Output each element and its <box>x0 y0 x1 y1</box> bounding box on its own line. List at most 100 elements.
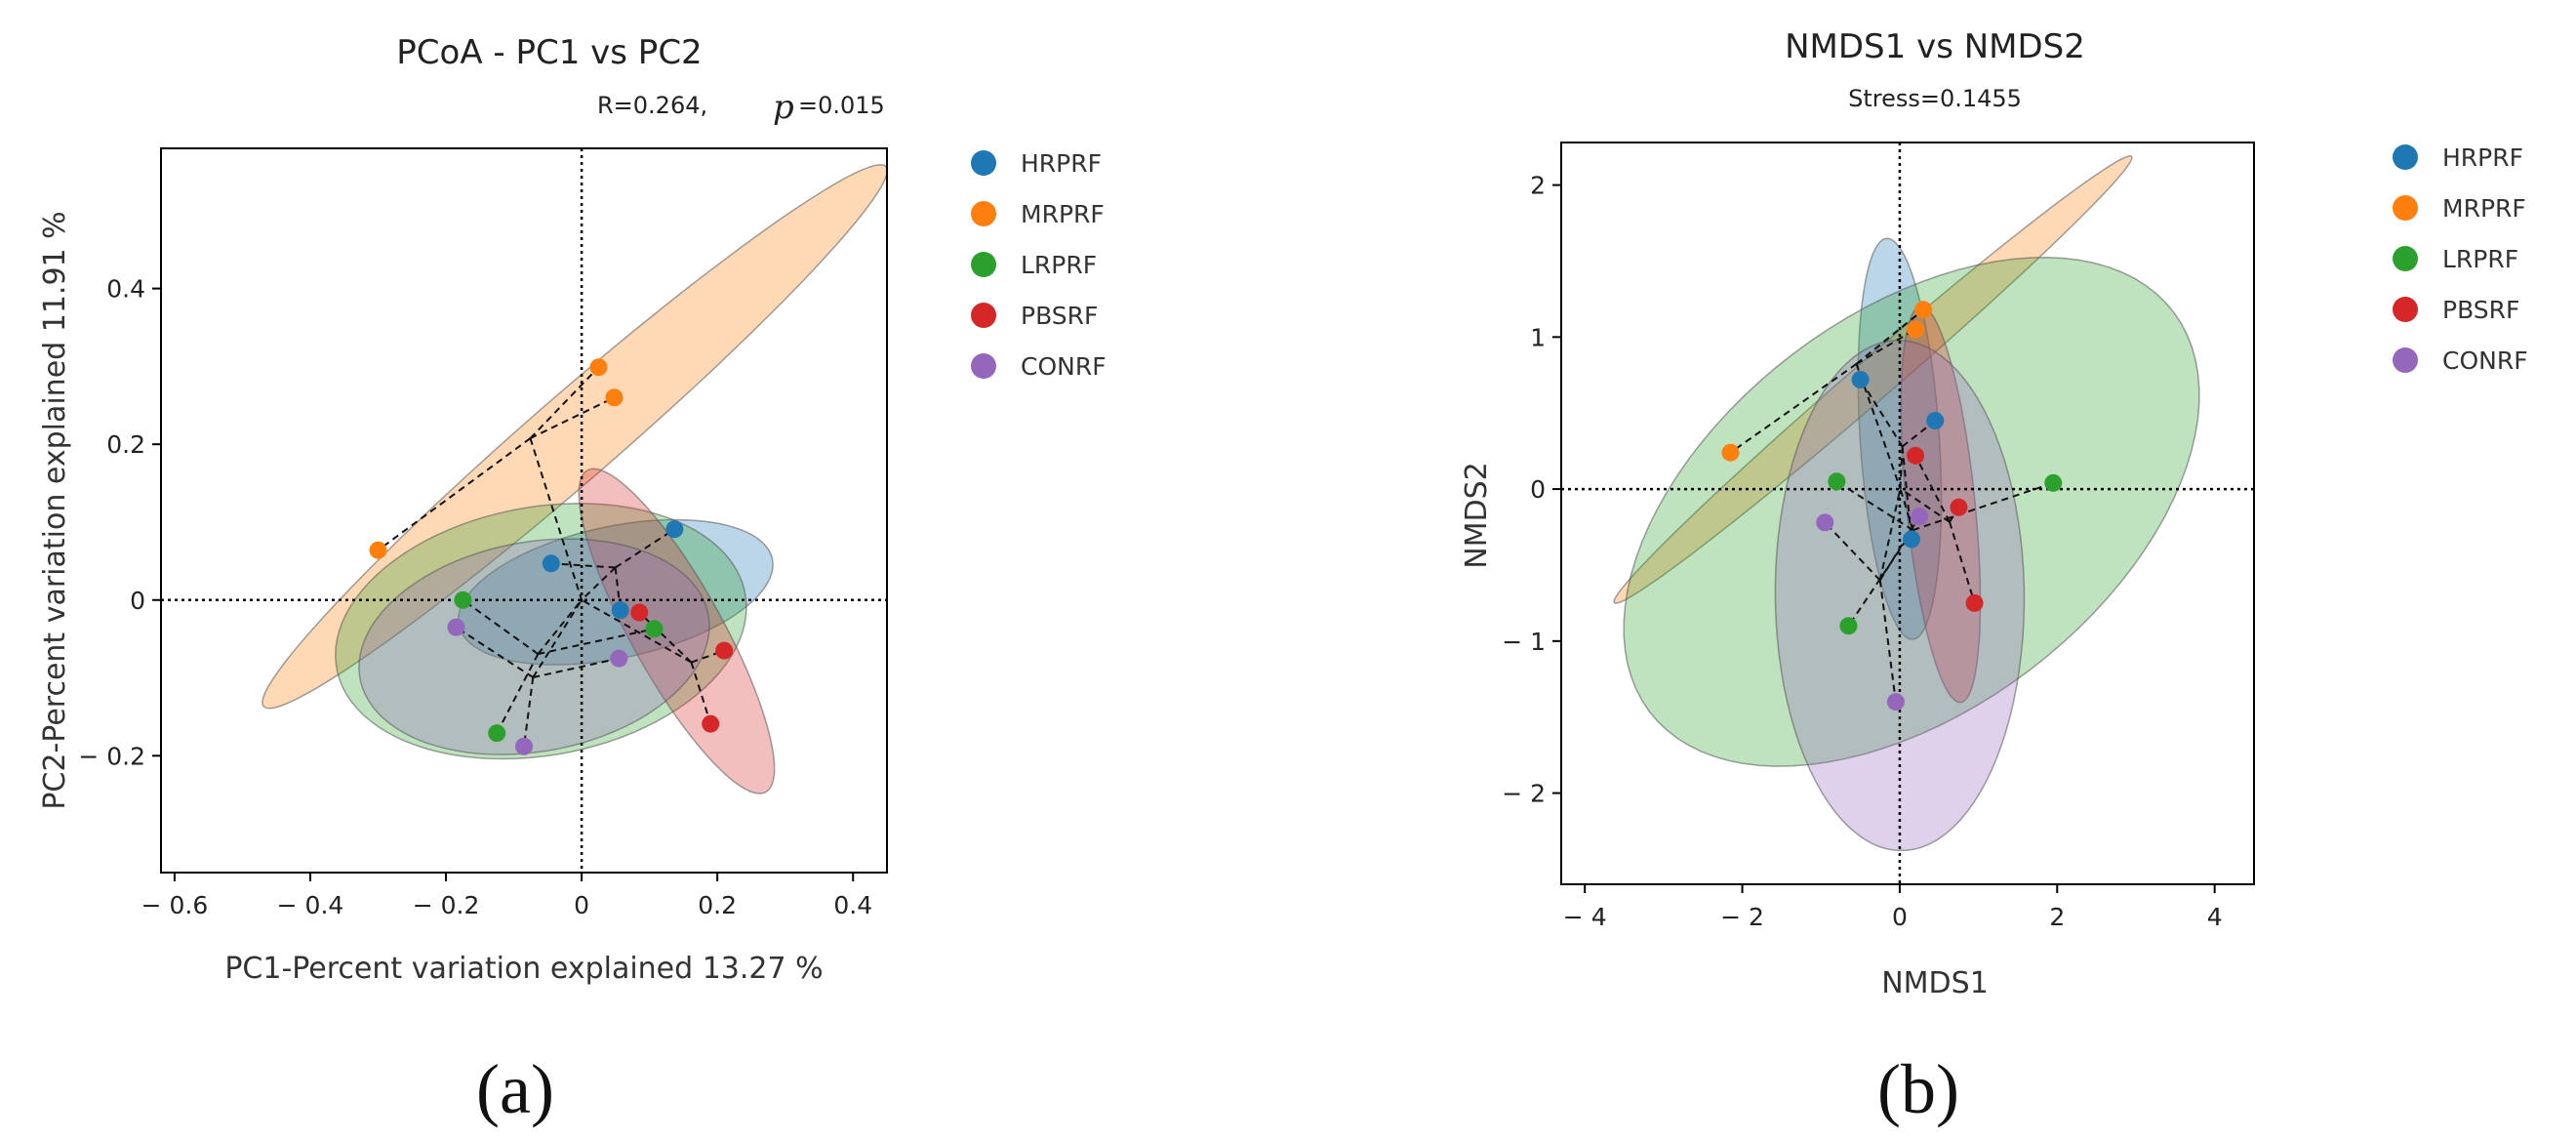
panel-b-legend: HRPRF MRPRF LRPRF PBSRF CONRF <box>2393 143 2528 375</box>
panel-a-r-stat: R=0.264, <box>597 92 707 119</box>
legend-item-pbsrf: PBSRF <box>971 302 1098 330</box>
centroid-line <box>1859 379 1904 448</box>
panel-b-stress: Stress=0.1455 <box>1848 85 2022 112</box>
centroid-line <box>529 437 584 600</box>
point-lrprf-1 <box>454 590 472 609</box>
point-hrprf-1 <box>542 554 560 573</box>
point-hrprf-1 <box>1851 370 1870 388</box>
panel-b-centroid-lines <box>1729 308 2054 703</box>
legend-marker <box>2393 297 2418 322</box>
point-pbsrf-1 <box>1907 446 1925 465</box>
legend-marker <box>2393 246 2418 271</box>
ellipse-pbsrf <box>578 468 776 794</box>
x-tick-label: 4 <box>2207 903 2223 931</box>
point-conrf-1 <box>1816 513 1834 532</box>
legend-label: CONRF <box>2442 346 2528 375</box>
point-conrf-3 <box>1886 693 1905 712</box>
panel-a-ticks: − 0.6 − 0.4 − 0.2 0 0.2 0.4 − 0.2 0 0.2 0.4 <box>78 275 872 919</box>
point-conrf-2 <box>1911 508 1929 526</box>
x-tick-label: − 0.2 <box>413 891 480 919</box>
y-tick-label: 0 <box>130 587 145 615</box>
y-tick-label: 0 <box>1530 475 1546 504</box>
panel-a-p-value: =0.015 <box>798 92 885 119</box>
legend-label: CONRF <box>1021 352 1107 381</box>
ellipse-lrprf <box>335 503 747 760</box>
legend-item-hrprf: HRPRF <box>2393 143 2523 172</box>
point-lrprf-3 <box>1839 617 1858 635</box>
y-tick-label: − 0.2 <box>78 742 145 770</box>
x-tick-label: 0.4 <box>833 891 872 919</box>
legend-item-mrprf: MRPRF <box>2393 194 2526 223</box>
y-tick-label: 0.2 <box>106 430 145 459</box>
legend-item-pbsrf: PBSRF <box>2393 296 2519 324</box>
centroid-line <box>377 437 532 551</box>
panel-a-label: (a) <box>476 1050 554 1128</box>
panel-b-xlabel: NMDS1 <box>1881 966 1989 1000</box>
legend-label: HRPRF <box>2442 143 2523 172</box>
x-tick-label: − 0.6 <box>141 891 209 919</box>
centroid-line <box>1912 481 2054 532</box>
point-hrprf-3 <box>611 601 629 620</box>
ellipse-lrprf <box>1623 257 2200 767</box>
x-tick-label: 0 <box>1892 903 1908 931</box>
panel-a-axes-frame <box>160 147 888 874</box>
point-lrprf-2 <box>2044 473 2063 492</box>
point-conrf-3 <box>515 737 533 755</box>
x-tick-label: − 4 <box>1563 903 1607 931</box>
x-tick-label: − 2 <box>1720 903 1764 931</box>
point-conrf-2 <box>610 649 628 668</box>
point-hrprf-3 <box>1903 530 1921 549</box>
centroid-line <box>532 599 583 678</box>
ellipse-conrf <box>358 538 710 755</box>
y-tick-label: 0.4 <box>106 275 145 304</box>
legend-item-mrprf: MRPRF <box>971 200 1105 228</box>
point-conrf-1 <box>447 618 465 636</box>
legend-marker <box>971 252 996 277</box>
legend-marker <box>971 353 996 379</box>
x-tick-label: 0 <box>574 891 589 919</box>
x-tick-label: 2 <box>2049 903 2065 931</box>
panel-b-points <box>1721 301 2063 712</box>
x-tick-label: − 0.4 <box>277 891 344 919</box>
legend-label: PBSRF <box>2442 296 2519 324</box>
point-pbsrf-2 <box>715 641 734 660</box>
legend-label: HRPRF <box>1021 149 1102 178</box>
centroid-line <box>1824 521 1881 582</box>
panel-b-title: NMDS1 vs NMDS2 <box>1785 27 2085 66</box>
panel-a-legend: HRPRF MRPRF LRPRF PBSRF CONRF <box>971 149 1107 381</box>
legend-item-conrf: CONRF <box>2393 346 2528 375</box>
y-tick-label: 1 <box>1530 323 1546 351</box>
panel-b-ticks: − 4 − 2 0 2 4 − 2 − 1 0 1 2 <box>1502 172 2222 931</box>
point-pbsrf-1 <box>630 603 649 622</box>
legend-label: LRPRF <box>1021 251 1097 279</box>
legend-marker <box>971 201 996 226</box>
x-tick-label: 0.2 <box>698 891 737 919</box>
centroid-line <box>1729 363 1858 454</box>
y-tick-label: 2 <box>1530 172 1546 200</box>
point-lrprf-2 <box>645 620 664 638</box>
panel-a-title: PCoA - PC1 vs PC2 <box>396 33 702 72</box>
panel-a-points <box>369 358 734 755</box>
y-tick-label: − 1 <box>1502 628 1546 656</box>
centroid-line <box>615 528 675 569</box>
centroid-line <box>550 562 616 569</box>
point-mrprf-3 <box>1721 443 1740 462</box>
centroid-line <box>581 598 693 664</box>
point-pbsrf-3 <box>702 714 720 733</box>
panel-b: NMDS1 vs NMDS2 Stress=0.1455 − 4 − 2 0 2 4 − … <box>1460 27 2528 1128</box>
panel-a-xlabel: PC1-Percent variation explained 13.27 % <box>224 952 823 986</box>
legend-marker <box>2393 347 2418 373</box>
point-mrprf-1 <box>589 358 608 377</box>
panel-b-axes-frame <box>1560 142 2255 885</box>
point-lrprf-3 <box>488 724 506 743</box>
centroid-line <box>462 598 539 655</box>
centroid-line <box>581 566 617 601</box>
centroid-line <box>530 396 615 439</box>
centroid-line <box>455 626 534 678</box>
point-mrprf-2 <box>605 388 624 407</box>
panel-a: PCoA - PC1 vs PC2 R=0.264, p =0.015 − 0.… <box>38 33 1107 1128</box>
legend-label: MRPRF <box>1021 200 1105 228</box>
centroid-line <box>1855 363 1902 489</box>
centroid-line <box>1878 488 1902 581</box>
